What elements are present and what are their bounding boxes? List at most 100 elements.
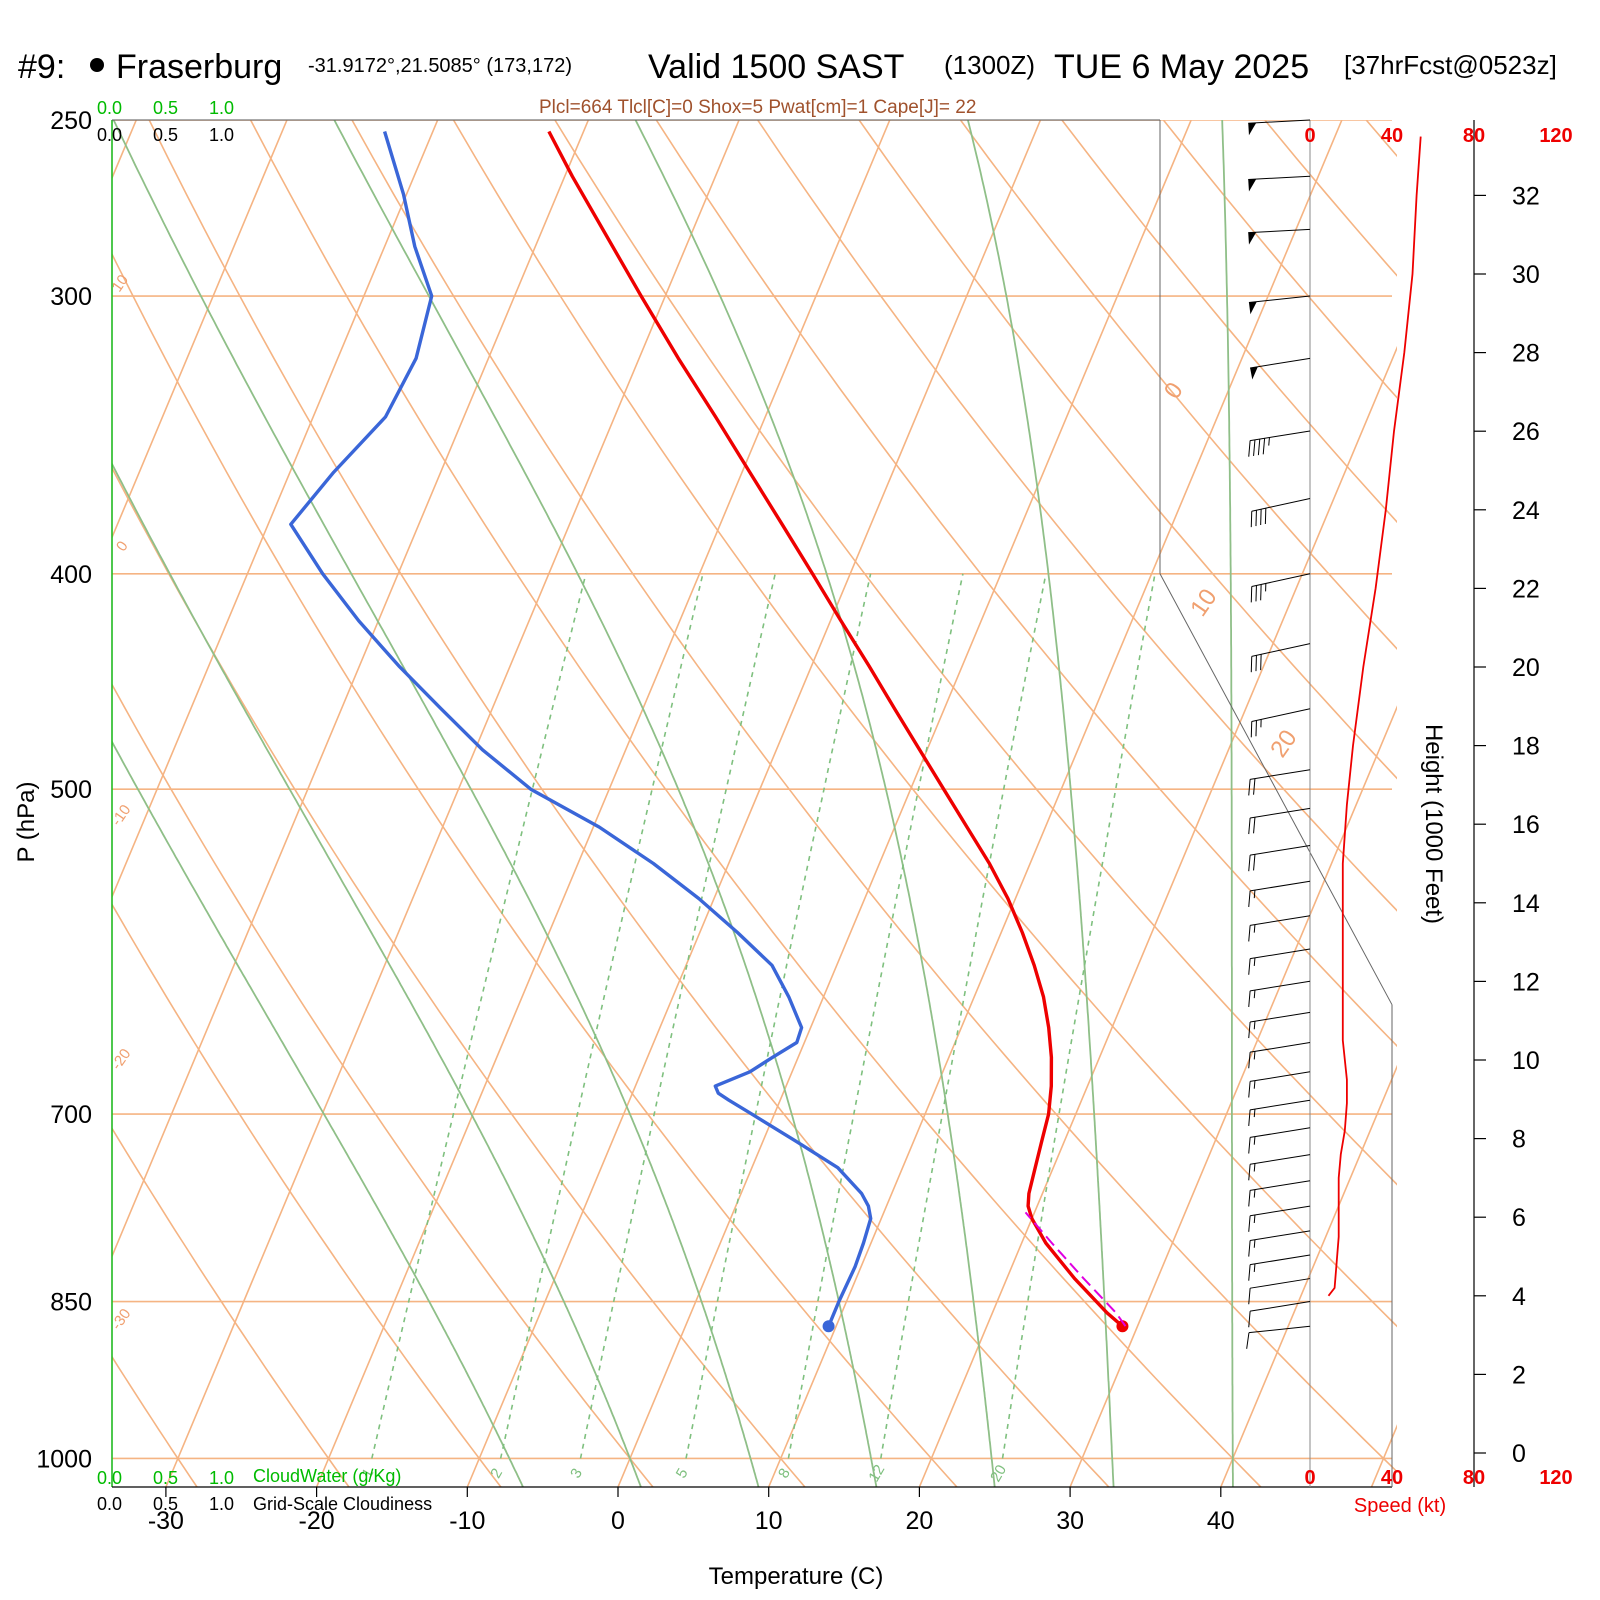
wind-barb-full — [1248, 1240, 1251, 1257]
wind-barb-shaft — [1248, 295, 1311, 303]
height-tick-label: 20 — [1512, 654, 1540, 682]
wind-barb-full — [1248, 817, 1251, 835]
wind-barb-half — [1253, 1189, 1256, 1198]
mixing-ratio-label: 3 — [567, 1466, 586, 1482]
x-axis-title: Temperature (C) — [709, 1563, 884, 1590]
dry-adiabat — [554, 120, 1397, 1186]
height-tick-label: 0 — [1512, 1440, 1526, 1468]
speed-tick-label-top: 120 — [1539, 125, 1572, 147]
dry-adiabat — [452, 120, 1397, 1328]
wind-barb — [1248, 880, 1311, 907]
speed-tick-label-bottom: 120 — [1539, 1467, 1572, 1489]
skewt-grid — [112, 120, 1600, 1487]
wind-barb-half — [1253, 1051, 1256, 1060]
wind-barb — [1248, 1278, 1311, 1305]
mixing-ratio-line — [499, 573, 704, 1459]
x-tick-label: 0 — [611, 1507, 625, 1535]
wind-barb-half — [1253, 1163, 1256, 1172]
wind-barb-half — [1253, 1109, 1256, 1118]
speed-tick-label-top: 0 — [1304, 125, 1315, 147]
isotherm-label: 10 — [109, 272, 132, 295]
wind-barb — [1248, 1180, 1311, 1207]
forecast-run: [37hrFcst@0523z] — [1344, 50, 1557, 80]
wind-barb-full — [1248, 1164, 1251, 1181]
wind-barb-shaft — [1250, 1254, 1311, 1266]
station-coords: -31.9172°,21.5085° (173,172) — [308, 55, 572, 77]
x-tick-label: 10 — [755, 1507, 783, 1535]
moist-adiabat — [634, 120, 996, 1487]
wind-barb-full — [1248, 1264, 1251, 1281]
isotherm--50 — [112, 120, 439, 899]
wind-barb-shaft — [1250, 948, 1311, 960]
y-tick-label: 250 — [50, 107, 92, 135]
wind-barb-shaft — [1250, 1099, 1311, 1111]
x-tick-label: 40 — [1207, 1507, 1235, 1535]
height-tick-label: 30 — [1512, 261, 1540, 289]
wind-barb-half — [1253, 1136, 1256, 1145]
wind-barb-shaft — [1250, 1278, 1311, 1289]
skewt-labels: 1 2 3 5 8 12 20-30 -20 -10 0 10 20 30 402503004005007… — [36, 107, 1302, 1535]
cloudiness-scale-bottom-1: 0.5 — [153, 1494, 178, 1514]
wind-barb-full — [1248, 925, 1251, 942]
skewt-frame — [111, 119, 1393, 1488]
wind-barb — [1248, 807, 1311, 835]
wind-barb-shaft — [1251, 708, 1311, 722]
cloudiness-label: Grid-Scale Cloudiness — [253, 1494, 432, 1514]
moist-adiabat — [967, 120, 1115, 1487]
height-tick-label: 22 — [1512, 575, 1540, 603]
wind-barb-half — [1268, 437, 1270, 446]
wind-barb-half — [1253, 1080, 1256, 1089]
mixing-ratio-line — [685, 573, 872, 1459]
cloudwater-scale-top-2: 1.0 — [209, 98, 234, 118]
mixing-ratio-label: 2 — [487, 1466, 506, 1482]
dewpoint-profile — [289, 131, 873, 1327]
wind-barb-full — [1246, 1332, 1250, 1349]
wind-barb-half — [1253, 990, 1256, 999]
stability-indices: Plcl=664 Tlcl[C]=0 Shox=5 Pwat[cm]=1 Cap… — [539, 97, 976, 118]
wind-barb — [1248, 295, 1311, 315]
wind-barb-full — [1248, 1052, 1251, 1069]
y-axis-title: P (hPa) — [13, 782, 40, 863]
y-tick-label: 300 — [50, 283, 92, 311]
height-tick-label: 16 — [1512, 811, 1540, 839]
wind-barb-full — [1248, 1190, 1251, 1207]
wind-barb — [1248, 430, 1311, 457]
wind-barb-full — [1248, 890, 1251, 907]
right-frame-diagonal — [1159, 573, 1393, 1005]
wind-speed-profile — [1327, 136, 1422, 1297]
wind-barb-full — [1257, 439, 1261, 456]
parcel-profile — [1024, 1211, 1127, 1327]
dry-adiabat — [757, 120, 1397, 912]
cloudiness-scale-top-1: 0.5 — [153, 125, 178, 145]
dewpoint-surface-marker — [822, 1320, 835, 1333]
station-dot-icon — [90, 58, 104, 72]
height-tick-label: 8 — [1512, 1126, 1526, 1154]
wind-barb-shaft — [1250, 980, 1311, 992]
height-tick-label: 4 — [1512, 1283, 1526, 1311]
station-name: Fraserburg — [116, 48, 282, 86]
cloudwater-scale-top-1: 0.5 — [153, 98, 178, 118]
cloudwater-scale-top-0: 0.0 — [97, 98, 122, 118]
dry-adiabat — [959, 120, 1397, 650]
wind-barb-half — [1253, 1263, 1256, 1272]
wind-barb-full — [1248, 1081, 1251, 1098]
wind-barb-full — [1253, 439, 1256, 456]
wind-barb-shaft — [1250, 915, 1311, 926]
dry-adiabat — [1468, 120, 1600, 1487]
wind-barb-full — [1248, 1311, 1251, 1328]
wind-barb-half — [1253, 1021, 1256, 1030]
dry-adiabat — [1162, 120, 1397, 399]
isotherm-10 — [767, 120, 1343, 1487]
wind-barb-half — [1253, 924, 1256, 933]
y-tick-label: 850 — [50, 1289, 92, 1317]
height-tick-label: 12 — [1512, 968, 1540, 996]
wind-barb — [1248, 1230, 1311, 1257]
wind-barb-shaft — [1250, 1127, 1311, 1138]
mixing-ratio-label: 20 — [987, 1462, 1010, 1485]
wind-barb-flag — [1248, 232, 1257, 245]
dry-adiabat — [112, 1126, 350, 1487]
wind-barb-full — [1248, 855, 1251, 872]
isotherm-40 — [1220, 1064, 1397, 1487]
wind-barb — [1248, 980, 1311, 1007]
wind-barb — [1248, 915, 1311, 942]
